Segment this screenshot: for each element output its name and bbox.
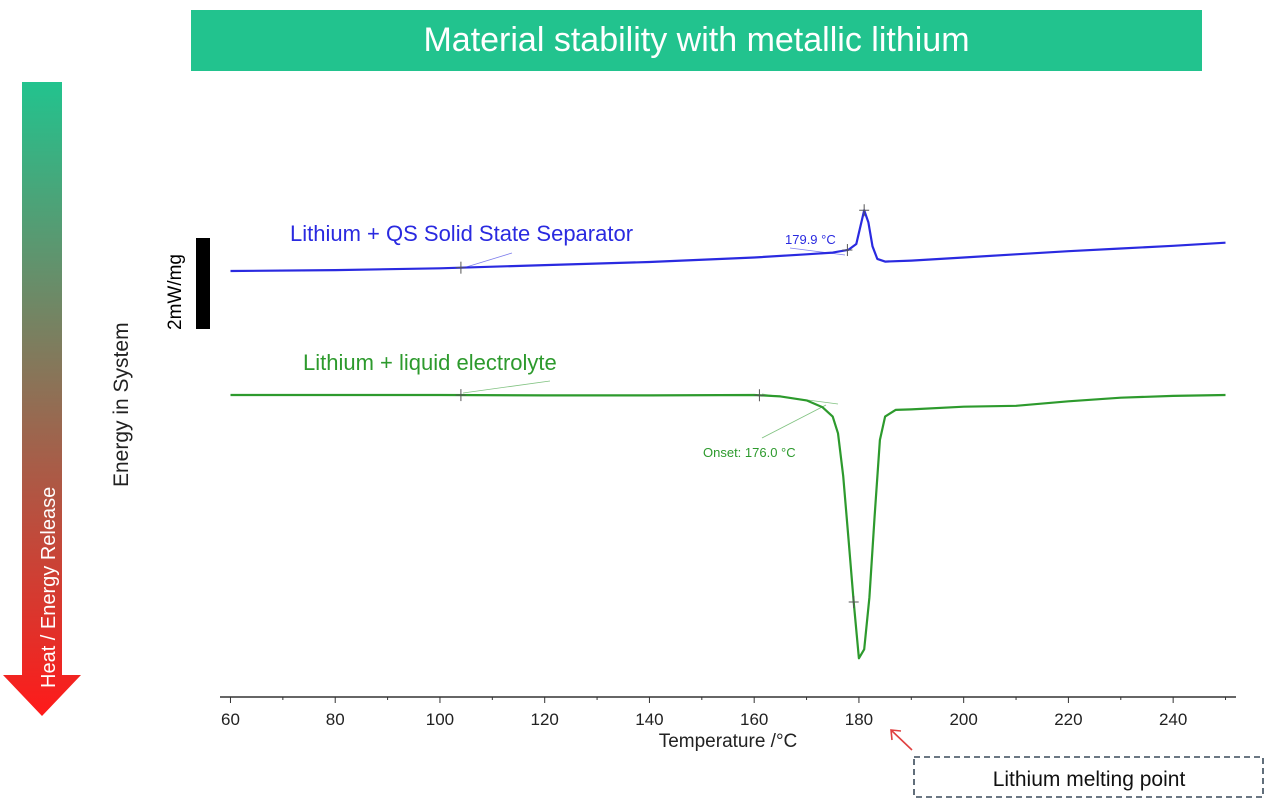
x-axis: 60 80 100 120 140 160 180 200 220 240 <box>220 696 1236 729</box>
x-tick-label: 60 <box>221 710 240 729</box>
peak-annotation: 179.9 °C <box>785 232 836 247</box>
integration-marker <box>848 596 859 608</box>
melting-point-box <box>913 756 1264 798</box>
onset-annotation: Onset: 176.0 °C <box>703 445 796 460</box>
x-tick-label: 180 <box>845 710 873 729</box>
side-arrow-label: Heat / Energy Release <box>38 487 60 688</box>
series-label-separator: Lithium + QS Solid State Separator <box>290 221 633 246</box>
x-tick-label: 220 <box>1054 710 1082 729</box>
melting-point-arrowhead-icon <box>890 729 902 741</box>
x-tick-label: 100 <box>426 710 454 729</box>
onset-tangent-line <box>761 393 839 405</box>
separator-label-leader <box>462 252 513 269</box>
x-tick-label: 120 <box>531 710 559 729</box>
title-banner: Material stability with metallic lithium <box>191 10 1202 71</box>
x-tick-label: 140 <box>635 710 663 729</box>
scale-bar-label: 2mW/mg <box>165 254 186 330</box>
onset-annotation-leader <box>761 404 827 439</box>
series-line-liquid <box>230 393 1226 660</box>
melting-point-label: Lithium melting point <box>993 768 1186 791</box>
x-tick-label: 80 <box>326 710 345 729</box>
x-tick-label: 200 <box>949 710 977 729</box>
liquid-label-leader <box>462 380 551 394</box>
x-axis-title: Temperature /°C <box>659 731 798 752</box>
scale-bar <box>196 238 210 329</box>
integration-marker <box>859 204 870 217</box>
integration-marker <box>842 244 853 257</box>
integration-marker <box>455 389 466 402</box>
yaxis-label: Energy in System <box>110 322 133 487</box>
peak-annotation-leader <box>789 247 846 256</box>
integration-marker <box>754 389 765 402</box>
energy-release-arrow-icon <box>3 82 81 716</box>
melting-point-arrow-icon <box>890 729 913 751</box>
series-label-liquid: Lithium + liquid electrolyte <box>303 350 557 375</box>
x-tick-label: 240 <box>1159 710 1187 729</box>
x-tick-label: 160 <box>740 710 768 729</box>
